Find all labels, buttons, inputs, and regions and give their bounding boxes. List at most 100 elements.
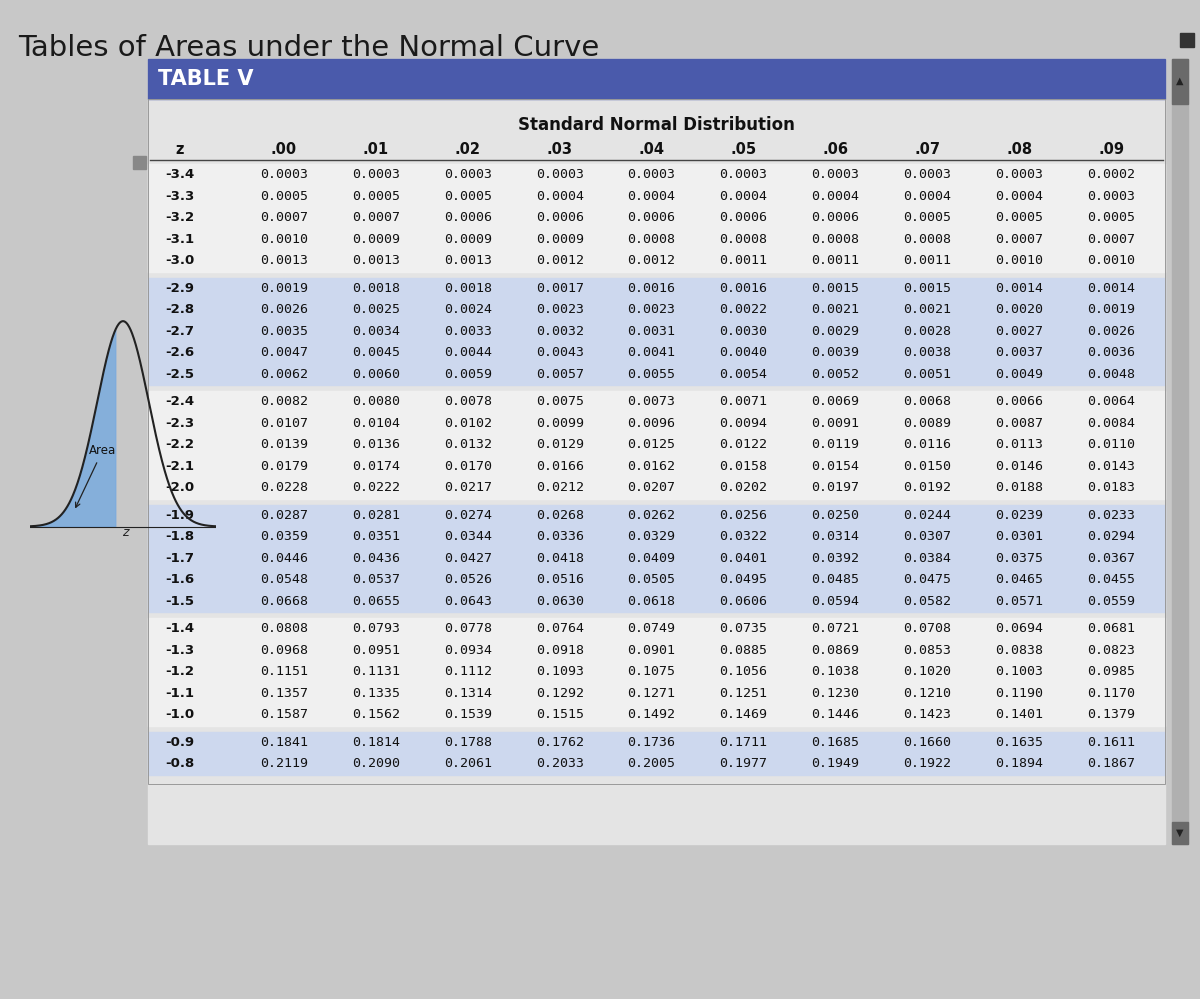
Text: 0.2061: 0.2061	[444, 757, 492, 770]
Text: 0.0537: 0.0537	[352, 573, 400, 586]
Text: 0.0051: 0.0051	[904, 368, 952, 381]
Text: z: z	[122, 525, 128, 538]
Text: 0.0571: 0.0571	[995, 594, 1043, 607]
Text: 0.0125: 0.0125	[628, 439, 676, 452]
Text: 0.0985: 0.0985	[1087, 665, 1135, 678]
Text: 0.0043: 0.0043	[535, 347, 583, 360]
Text: 0.0764: 0.0764	[535, 622, 583, 635]
Text: 0.2090: 0.2090	[352, 757, 400, 770]
Text: 0.0446: 0.0446	[260, 551, 308, 564]
Text: 0.0039: 0.0039	[811, 347, 859, 360]
Text: 0.0139: 0.0139	[260, 439, 308, 452]
Bar	[148, 99, 1165, 783]
Text: 0.0294: 0.0294	[1087, 530, 1135, 543]
Text: 0.0202: 0.0202	[720, 482, 768, 495]
Text: .03: .03	[547, 142, 572, 157]
Text: 0.1469: 0.1469	[720, 708, 768, 721]
Text: 0.0057: 0.0057	[535, 368, 583, 381]
Text: 0.0122: 0.0122	[720, 439, 768, 452]
Text: TABLE V: TABLE V	[158, 69, 253, 89]
Text: 0.1762: 0.1762	[535, 735, 583, 748]
Text: 0.0301: 0.0301	[995, 530, 1043, 543]
Text: 0.0129: 0.0129	[535, 439, 583, 452]
Text: 0.0485: 0.0485	[811, 573, 859, 586]
Text: 0.0028: 0.0028	[904, 325, 952, 338]
Text: 0.1230: 0.1230	[811, 686, 859, 699]
Text: 0.0749: 0.0749	[628, 622, 676, 635]
Text: 0.0594: 0.0594	[811, 594, 859, 607]
Text: 0.0007: 0.0007	[1087, 233, 1135, 246]
Text: 0.0052: 0.0052	[811, 368, 859, 381]
Text: 0.0668: 0.0668	[260, 594, 308, 607]
Text: 0.1977: 0.1977	[720, 757, 768, 770]
Text: 0.0005: 0.0005	[352, 190, 400, 203]
Bar	[148, 391, 1165, 499]
Text: 0.0274: 0.0274	[444, 508, 492, 521]
Text: 0.0110: 0.0110	[1087, 439, 1135, 452]
Text: 0.0024: 0.0024	[444, 304, 492, 317]
Text: 0.0618: 0.0618	[628, 594, 676, 607]
Text: Area: Area	[76, 445, 116, 507]
Text: 0.0003: 0.0003	[444, 168, 492, 181]
Text: 0.1814: 0.1814	[352, 735, 400, 748]
Text: 0.0143: 0.0143	[1087, 460, 1135, 473]
Text: 0.0823: 0.0823	[1087, 643, 1135, 656]
Text: 0.0075: 0.0075	[535, 396, 583, 409]
Text: 0.0014: 0.0014	[1087, 282, 1135, 295]
Text: 0.0934: 0.0934	[444, 643, 492, 656]
Text: .06: .06	[822, 142, 848, 157]
Text: 0.0003: 0.0003	[535, 168, 583, 181]
Text: 0.0655: 0.0655	[352, 594, 400, 607]
Text: 0.0017: 0.0017	[535, 282, 583, 295]
Text: 0.0008: 0.0008	[628, 233, 676, 246]
Text: 0.0029: 0.0029	[811, 325, 859, 338]
Text: 0.0162: 0.0162	[628, 460, 676, 473]
Text: 0.1020: 0.1020	[904, 665, 952, 678]
Text: 0.0007: 0.0007	[352, 211, 400, 224]
Text: 0.0010: 0.0010	[1087, 255, 1135, 268]
Text: 0.0228: 0.0228	[260, 482, 308, 495]
Text: 0.0166: 0.0166	[535, 460, 583, 473]
Text: 0.0217: 0.0217	[444, 482, 492, 495]
Text: -2.8: -2.8	[166, 304, 194, 317]
Text: 0.0030: 0.0030	[720, 325, 768, 338]
Text: 0.0005: 0.0005	[1087, 211, 1135, 224]
Text: 0.0004: 0.0004	[811, 190, 859, 203]
Text: 0.0033: 0.0033	[444, 325, 492, 338]
Text: 0.0287: 0.0287	[260, 508, 308, 521]
Text: .01: .01	[362, 142, 389, 157]
Text: 0.0107: 0.0107	[260, 417, 308, 430]
Text: 0.1711: 0.1711	[720, 735, 768, 748]
Text: 0.0359: 0.0359	[260, 530, 308, 543]
Text: 0.0606: 0.0606	[720, 594, 768, 607]
Text: 0.0045: 0.0045	[352, 347, 400, 360]
Text: 0.0096: 0.0096	[628, 417, 676, 430]
Text: 0.0018: 0.0018	[352, 282, 400, 295]
Text: 0.1841: 0.1841	[260, 735, 308, 748]
Text: 0.1736: 0.1736	[628, 735, 676, 748]
Text: 0.0041: 0.0041	[628, 347, 676, 360]
Text: 0.0015: 0.0015	[904, 282, 952, 295]
Text: 0.0136: 0.0136	[352, 439, 400, 452]
Text: 0.0026: 0.0026	[260, 304, 308, 317]
Text: 0.0367: 0.0367	[1087, 551, 1135, 564]
Text: 0.0004: 0.0004	[628, 190, 676, 203]
Text: 0.1190: 0.1190	[995, 686, 1043, 699]
Text: 0.0012: 0.0012	[535, 255, 583, 268]
Text: 0.0062: 0.0062	[260, 368, 308, 381]
Text: 0.0037: 0.0037	[995, 347, 1043, 360]
Text: 0.0010: 0.0010	[260, 233, 308, 246]
Text: 0.0036: 0.0036	[1087, 347, 1135, 360]
Text: 0.0582: 0.0582	[904, 594, 952, 607]
Text: 0.0427: 0.0427	[444, 551, 492, 564]
Text: 0.0721: 0.0721	[811, 622, 859, 635]
Text: 0.0082: 0.0082	[260, 396, 308, 409]
Text: 0.1357: 0.1357	[260, 686, 308, 699]
Text: 0.0094: 0.0094	[720, 417, 768, 430]
Text: 0.1210: 0.1210	[904, 686, 952, 699]
Text: -2.9: -2.9	[166, 282, 194, 295]
Text: 0.0465: 0.0465	[995, 573, 1043, 586]
Text: 0.0008: 0.0008	[811, 233, 859, 246]
Text: .02: .02	[455, 142, 481, 157]
Text: 0.0089: 0.0089	[904, 417, 952, 430]
